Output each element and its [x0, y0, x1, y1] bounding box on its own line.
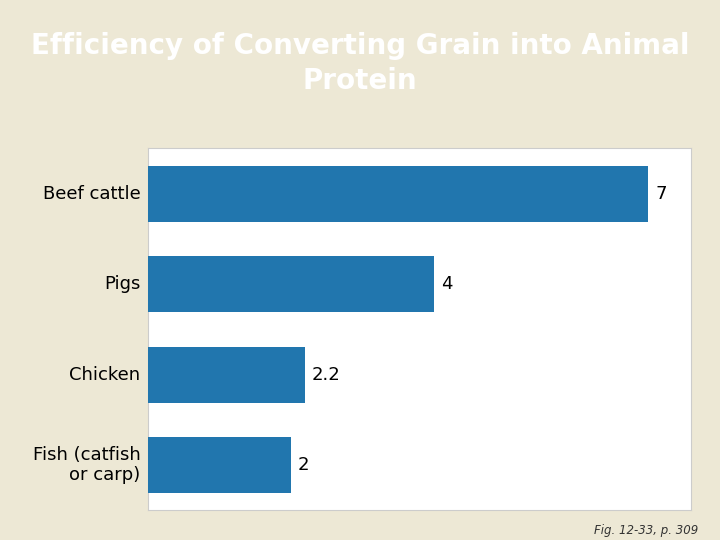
Text: 2: 2: [298, 456, 310, 474]
Text: 2.2: 2.2: [312, 366, 341, 383]
Text: 7: 7: [655, 185, 667, 202]
Bar: [148, 347, 305, 403]
Text: Beef cattle: Beef cattle: [42, 185, 140, 202]
Text: Pigs: Pigs: [104, 275, 140, 293]
Text: Efficiency of Converting Grain into Animal
Protein: Efficiency of Converting Grain into Anim…: [31, 32, 689, 95]
Text: Chicken: Chicken: [69, 366, 140, 383]
Text: Fish (catfish
or carp): Fish (catfish or carp): [32, 446, 140, 484]
Bar: [148, 166, 648, 222]
Text: 4: 4: [441, 275, 452, 293]
Text: Fig. 12-33, p. 309: Fig. 12-33, p. 309: [594, 524, 698, 537]
Bar: [148, 256, 433, 312]
Bar: [148, 437, 291, 493]
